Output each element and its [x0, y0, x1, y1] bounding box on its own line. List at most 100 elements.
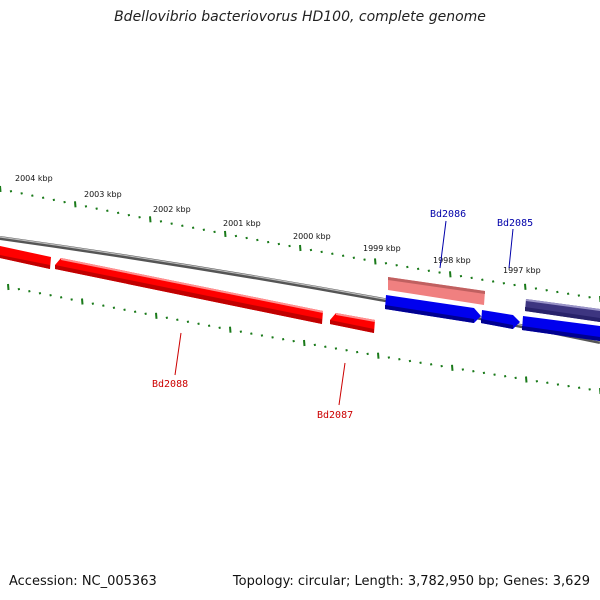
- minor-tick: [277, 242, 281, 246]
- minor-tick: [91, 302, 95, 305]
- minor-tick: [577, 294, 581, 297]
- gene-label-bd2085[interactable]: Bd2085: [497, 218, 533, 229]
- minor-tick: [112, 306, 116, 309]
- genome-title: Bdellovibrio bacteriovorus HD100, comple…: [114, 9, 486, 25]
- major-tick: [7, 283, 10, 291]
- gene-leader-line: [508, 228, 514, 269]
- minor-tick: [218, 326, 221, 329]
- minor-tick: [38, 291, 42, 295]
- minor-tick: [31, 194, 34, 197]
- upper-tick-track: [0, 185, 600, 303]
- minor-tick: [406, 265, 409, 269]
- minor-tick: [331, 252, 334, 256]
- minor-tick: [181, 224, 184, 227]
- major-tick: [229, 326, 232, 333]
- minor-tick: [384, 262, 388, 265]
- minor-tick: [491, 280, 495, 283]
- minor-tick: [250, 332, 253, 335]
- minor-tick: [352, 256, 356, 259]
- minor-tick: [20, 192, 23, 195]
- minor-tick: [470, 276, 473, 280]
- minor-tick: [502, 282, 506, 285]
- major-tick: [377, 352, 380, 359]
- minor-tick: [170, 222, 173, 225]
- major-tick: [149, 216, 152, 223]
- scale-label: 2001 kbp: [223, 219, 261, 228]
- minor-tick: [202, 228, 206, 232]
- scale-label: 1997 kbp: [503, 266, 541, 275]
- minor-tick: [133, 310, 137, 314]
- minor-tick: [355, 350, 359, 354]
- minor-tick: [513, 283, 516, 287]
- gene-label-bd2086[interactable]: Bd2086: [430, 209, 466, 220]
- major-tick: [81, 298, 84, 305]
- gene-feature-bd2088[interactable]: [55, 258, 323, 324]
- minor-tick: [481, 278, 484, 281]
- minor-tick: [159, 220, 163, 223]
- major-tick: [451, 364, 454, 371]
- minor-tick: [588, 388, 591, 391]
- minor-tick: [116, 211, 120, 215]
- gene-leader-line: [174, 332, 182, 376]
- minor-tick: [309, 248, 313, 252]
- minor-tick: [588, 296, 591, 299]
- gene-feature-bd2087[interactable]: [330, 313, 375, 333]
- minor-tick: [63, 200, 66, 204]
- minor-tick: [472, 369, 475, 373]
- minor-tick: [59, 296, 63, 299]
- minor-tick: [429, 363, 433, 366]
- minor-tick: [9, 189, 13, 193]
- gene-feature-right-dark[interactable]: [525, 299, 600, 322]
- minor-tick: [567, 384, 570, 388]
- minor-tick: [41, 196, 45, 199]
- major-tick: [524, 283, 527, 290]
- major-tick: [374, 258, 377, 265]
- minor-tick: [234, 234, 238, 238]
- minor-tick: [534, 287, 538, 290]
- minor-tick: [144, 312, 147, 316]
- minor-tick: [213, 230, 216, 234]
- minor-tick: [577, 386, 581, 389]
- scale-label: 1998 kbp: [433, 256, 471, 265]
- minor-tick: [514, 376, 517, 380]
- minor-tick: [556, 290, 559, 294]
- minor-tick: [324, 345, 327, 348]
- minor-tick: [70, 298, 73, 301]
- minor-tick: [320, 250, 323, 254]
- minor-tick: [28, 289, 31, 293]
- major-tick: [303, 339, 306, 347]
- minor-tick: [288, 244, 291, 248]
- minor-tick: [408, 359, 412, 363]
- minor-tick: [461, 368, 465, 371]
- major-tick: [74, 201, 77, 208]
- minor-tick: [271, 336, 274, 339]
- minor-tick: [191, 226, 195, 229]
- minor-tick: [459, 274, 463, 278]
- minor-tick: [197, 322, 200, 326]
- minor-tick: [207, 324, 211, 328]
- minor-tick: [416, 267, 420, 271]
- scale-label: 1999 kbp: [363, 244, 401, 253]
- scale-label: 2002 kbp: [153, 205, 191, 214]
- gene-feature-left-partial[interactable]: [0, 246, 51, 269]
- minor-tick: [535, 379, 539, 383]
- gene-feature-right-partial[interactable]: [522, 316, 600, 341]
- gene-label-bd2088[interactable]: Bd2088: [152, 379, 188, 390]
- minor-tick: [17, 287, 21, 291]
- gene-feature-bd2085[interactable]: [481, 310, 520, 329]
- gene-leader-line: [338, 362, 346, 406]
- minor-tick: [387, 356, 391, 359]
- minor-tick: [52, 198, 56, 202]
- minor-tick: [165, 316, 169, 320]
- gene-label-bd2087[interactable]: Bd2087: [317, 410, 353, 421]
- major-tick: [0, 185, 2, 193]
- minor-tick: [438, 271, 441, 274]
- minor-tick: [138, 215, 141, 219]
- minor-tick: [341, 254, 345, 258]
- gene-leader-line: [439, 220, 447, 269]
- scale-label: 2000 kbp: [293, 232, 331, 241]
- gene-feature-bd2086-light[interactable]: [388, 277, 485, 305]
- minor-tick: [245, 236, 248, 240]
- major-tick: [299, 244, 302, 252]
- gene-feature-bd2086[interactable]: [385, 295, 481, 323]
